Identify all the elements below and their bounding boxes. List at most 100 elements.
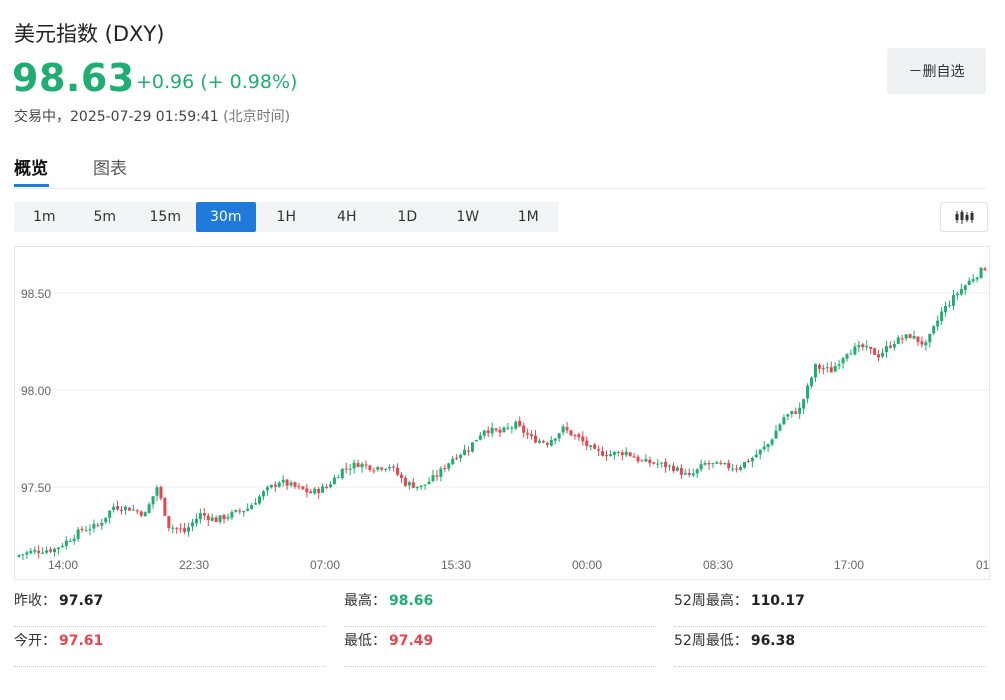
candle-body [884,346,888,353]
candle-body [396,467,400,475]
candle-body [52,548,56,553]
candle-body [344,468,348,470]
candle-body [936,320,940,327]
candle-body [857,345,861,347]
period-1w[interactable]: 1W [456,209,480,225]
candle-body [534,435,538,443]
candle-body [254,503,258,505]
current-price: 98.63 [12,56,135,100]
candle-body [285,479,289,486]
candle-body [443,467,447,469]
remove-watchlist-button[interactable]: －删自选 [887,48,986,94]
candle-body [604,455,608,457]
candle-body [238,510,242,512]
candle-body [601,451,605,456]
candle-body [348,468,352,470]
candle-body [171,527,175,529]
tab-bar: 概览 图表 [14,150,986,189]
x-tick-label: 07:00 [310,558,340,572]
candle-body [549,440,553,446]
period-4h[interactable]: 4H [337,209,357,225]
candle-body [742,461,746,468]
candle-body [277,482,281,487]
candle-body [384,468,388,470]
candle-body [514,421,518,429]
candle-body [131,509,135,511]
candle-body [557,433,561,439]
candle-body [403,477,407,486]
candle-body [806,385,810,399]
candle-body [380,467,384,470]
candle-body [139,511,143,516]
trading-status: 交易中，2025-07-29 01:59:41 (北京时间) [14,106,290,126]
candle-body [762,446,766,450]
period-1d[interactable]: 1D [397,209,418,225]
candle-body [210,517,214,521]
candle-body [202,513,206,516]
period-1m[interactable]: 1m [32,209,56,225]
candle-body [616,451,620,453]
candle-body [360,463,364,468]
chart-type-button[interactable] [940,202,988,232]
candle-body [273,484,277,487]
period-1h[interactable]: 1H [276,209,296,225]
x-tick-label: 01:3 [976,558,989,572]
tab-chart[interactable]: 图表 [93,159,127,179]
candle-body [60,545,64,547]
candle-body [620,452,624,456]
period-1mo[interactable]: 1M [517,209,539,225]
candle-body [644,459,648,462]
candle-body [628,452,632,456]
period-5m[interactable]: 5m [93,209,117,225]
candle-body [817,365,821,369]
candle-body [502,427,506,432]
candle-body [41,552,45,554]
candle-body [865,345,869,348]
candle-body [372,470,376,472]
candle-body [325,486,329,488]
candle-body [900,338,904,340]
stat-low: 最低： 97.49 [344,630,656,667]
candle-body [908,334,912,339]
candle-body [774,430,778,439]
tab-overview[interactable]: 概览 [14,159,48,179]
candle-body [880,352,884,357]
candle-body [731,468,735,470]
candlestick-chart[interactable]: 98.50 98.00 97.50 14:00 22:30 07:00 15:30 00:00… [15,247,1000,579]
candle-body [80,528,84,531]
candle-body [951,295,955,306]
candle-body [281,479,285,483]
candle-body [313,488,317,494]
candle-body [49,549,53,552]
candle-body [352,462,356,469]
candle-body [983,268,987,271]
candle-body [112,506,116,510]
candle-body [967,280,971,285]
candle-body [948,305,952,307]
candle-body [597,449,601,451]
candle-body [612,451,616,455]
candle-body [853,346,857,355]
period-30m[interactable]: 30m [195,202,256,232]
candle-body [770,439,774,445]
candle-body [975,277,979,280]
candle-body [510,427,514,429]
candle-body [565,427,569,431]
price-chart[interactable]: 98.50 98.00 97.50 14:00 22:30 07:00 15:30 00:00… [14,246,1000,580]
candle-body [88,529,92,531]
candle-body [636,456,640,462]
candle-body [261,491,265,497]
candle-body [104,517,108,522]
period-15m[interactable]: 15m [149,209,181,225]
candle-body [466,450,470,452]
candle-body [368,465,372,470]
candle-body [794,411,798,414]
candle-body [715,461,719,464]
candle-body [321,486,325,493]
candle-body [151,496,155,505]
candle-body [37,550,41,553]
candle-body [825,367,829,369]
candle-body [691,473,695,476]
stat-prev-close: 昨收： 97.67 [14,590,326,627]
candle-body [459,454,463,458]
